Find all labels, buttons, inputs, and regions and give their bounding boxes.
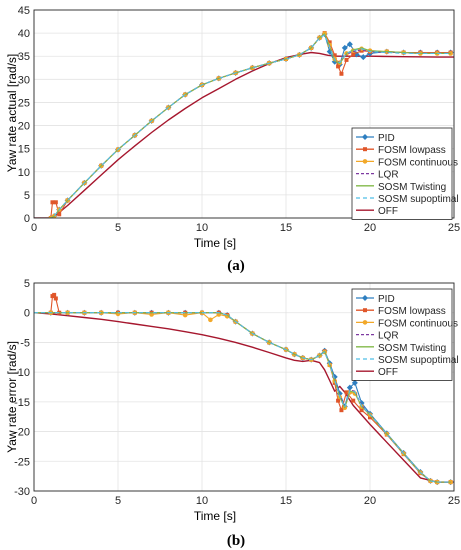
- data-point-fosm-continuous: [448, 51, 453, 56]
- legend-marker: [362, 159, 368, 164]
- ylabel-a: Yaw rate actual [rad/s]: [5, 54, 19, 173]
- y-tick-label: 45: [18, 5, 30, 17]
- data-point-pid: [341, 44, 348, 51]
- caption-b: (b): [227, 533, 245, 549]
- xlabel-a: Time [s]: [194, 236, 236, 250]
- x-tick-label: 25: [448, 222, 460, 234]
- y-tick-label: 20: [18, 121, 30, 133]
- axes-frame: [33, 282, 455, 492]
- legend-label: SOSM Twisting: [378, 182, 446, 193]
- x-tick-label: 25: [448, 495, 460, 507]
- data-point-fosm-lowpass: [344, 390, 349, 395]
- y-tick-label: 0: [24, 213, 30, 225]
- y-tick-label: -5: [20, 337, 30, 349]
- legend-label: FOSM continuous: [378, 157, 458, 168]
- x-tick-label: 20: [364, 222, 376, 234]
- ylabel-b: Yaw rate error [rad/s]: [5, 341, 19, 453]
- data-point-fosm-continuous: [208, 317, 213, 323]
- x-tick-label: 15: [280, 222, 292, 234]
- legend-label: LQR: [378, 170, 399, 181]
- y-tick-label: 0: [24, 308, 30, 320]
- y-tick-label: 40: [18, 28, 30, 40]
- series-line-sosm-supoptimal: [34, 312, 451, 483]
- y-tick-label: 15: [18, 144, 30, 156]
- y-tick-label: 5: [24, 278, 30, 290]
- series-group: [34, 31, 454, 218]
- x-tick-label: 10: [196, 495, 208, 507]
- y-tick-label: 5: [24, 190, 30, 202]
- data-point-fosm-lowpass: [339, 71, 344, 76]
- xlabel-b: Time [s]: [194, 509, 236, 523]
- legend-label: FOSM lowpass: [378, 145, 446, 156]
- caption-a: (a): [227, 258, 245, 274]
- data-point-fosm-lowpass: [339, 408, 344, 413]
- data-point-fosm-lowpass: [327, 40, 332, 45]
- axes-frame: [33, 9, 455, 219]
- y-tick-label: 30: [18, 74, 30, 86]
- x-tick-label: 5: [115, 495, 121, 507]
- y-tick-label: 25: [18, 97, 30, 109]
- x-tick-label: 20: [364, 495, 376, 507]
- x-tick-label: 15: [280, 495, 292, 507]
- x-tick-label: 10: [196, 222, 208, 234]
- series-line-sosm-supoptimal: [34, 34, 451, 218]
- series-line-off: [34, 51, 454, 218]
- series-line-off: [34, 312, 454, 483]
- legend-marker: [362, 295, 368, 301]
- data-point-fosm-lowpass: [50, 200, 55, 205]
- data-point-fosm-continuous: [448, 479, 453, 485]
- data-point-fosm-continuous: [149, 312, 154, 317]
- legend-label: SOSM supoptimal: [378, 355, 459, 366]
- legend-label: PID: [378, 294, 395, 305]
- y-tick-label: -30: [14, 486, 30, 498]
- data-point-fosm-lowpass: [53, 200, 58, 205]
- legend-label: SOSM Twisting: [378, 343, 446, 354]
- legend-label: PID: [378, 133, 395, 144]
- legend-label: FOSM continuous: [378, 318, 458, 329]
- data-point-fosm-lowpass: [52, 292, 57, 297]
- legend-label: OFF: [378, 206, 398, 217]
- data-point-fosm-lowpass: [351, 398, 356, 403]
- data-point-fosm-lowpass: [359, 408, 364, 413]
- y-tick-label: -20: [14, 427, 30, 439]
- data-point-fosm-lowpass: [344, 57, 349, 62]
- series-group: [34, 292, 454, 486]
- legend-label: OFF: [378, 367, 398, 378]
- data-point-pid: [360, 54, 367, 61]
- legend-marker: [363, 308, 367, 313]
- legend-marker: [363, 147, 367, 152]
- legend-marker: [362, 320, 368, 325]
- data-point-pid: [346, 384, 353, 391]
- data-point-pid: [346, 41, 353, 48]
- data-point-fosm-lowpass: [351, 52, 356, 57]
- y-tick-label: 10: [18, 167, 30, 179]
- y-tick-label: -10: [14, 367, 30, 379]
- x-tick-label: 5: [115, 222, 121, 234]
- x-tick-label: 0: [31, 222, 37, 234]
- data-point-fosm-lowpass: [336, 64, 341, 69]
- y-tick-label: 35: [18, 51, 30, 63]
- y-tick-label: -25: [14, 456, 30, 468]
- legend-label: FOSM lowpass: [378, 306, 446, 317]
- legend-label: SOSM supoptimal: [378, 194, 459, 205]
- legend-label: LQR: [378, 331, 399, 342]
- data-point-pid: [351, 379, 358, 386]
- data-point-fosm-lowpass: [53, 296, 58, 301]
- data-point-fosm-lowpass: [336, 398, 341, 403]
- x-tick-label: 0: [31, 495, 37, 507]
- data-point-fosm-lowpass: [332, 53, 337, 58]
- data-point-fosm-lowpass: [368, 415, 372, 420]
- y-tick-label: -15: [14, 397, 30, 409]
- legend-marker: [362, 134, 368, 140]
- data-point-fosm-lowpass: [57, 212, 62, 217]
- data-point-fosm-continuous: [182, 312, 188, 318]
